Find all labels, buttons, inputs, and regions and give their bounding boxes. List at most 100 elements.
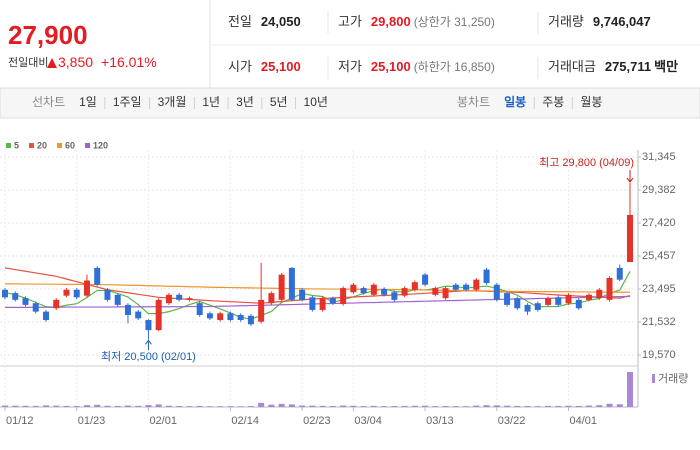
change-amount: 3,850 — [58, 54, 93, 70]
tab[interactable]: 1일 — [79, 95, 97, 109]
x-tick-label: 02/14 — [231, 415, 259, 427]
stat: 거래량 9,746,047 — [548, 14, 651, 29]
legend-swatch — [6, 143, 11, 148]
volume-bar — [53, 405, 60, 407]
volume-bar — [124, 405, 131, 407]
candle-body — [155, 299, 162, 331]
tab[interactable]: 주봉 — [542, 95, 564, 109]
tab[interactable]: 1년 — [202, 95, 220, 109]
volume-bar — [155, 404, 162, 407]
candle-body — [381, 288, 388, 295]
legend-label: 120 — [93, 140, 108, 150]
volume-bar — [360, 406, 367, 407]
x-tick-label: 04/01 — [570, 415, 598, 427]
tab[interactable]: 일봉 — [504, 95, 526, 109]
candle-body — [534, 303, 541, 310]
tab[interactable]: 3년 — [236, 95, 254, 109]
candle-body — [493, 284, 500, 300]
tab[interactable]: 3개월 — [158, 95, 187, 109]
candle-body — [22, 298, 29, 305]
tab[interactable]: 10년 — [304, 95, 328, 109]
candle-body — [237, 314, 244, 321]
x-tick-label: 01/23 — [78, 415, 106, 427]
high-arrowhead — [626, 177, 634, 183]
stat-unit: 백만 — [654, 59, 678, 74]
candle-body — [422, 274, 429, 285]
candle-body — [176, 294, 183, 300]
candle-body — [32, 303, 39, 312]
volume-bar — [73, 405, 80, 407]
tab[interactable]: 월봉 — [580, 95, 602, 109]
volume-bar — [22, 405, 29, 407]
volume-bar — [42, 405, 49, 407]
legend-label: 5 — [14, 140, 19, 150]
candle-body — [452, 284, 459, 290]
legend-label: 20 — [37, 140, 47, 150]
candle-body — [463, 284, 470, 290]
volume-bar — [135, 405, 142, 407]
tab-bar — [0, 87, 700, 119]
x-tick-label: 02/01 — [149, 415, 177, 427]
x-tick-label: 03/22 — [498, 415, 526, 427]
volume-bar — [247, 406, 254, 407]
low-arrowhead — [145, 339, 152, 345]
volume-bar — [278, 403, 285, 407]
volume-bar — [83, 405, 90, 407]
volume-bar — [493, 405, 500, 407]
stat-value: 29,800 — [371, 14, 411, 29]
y-tick-label: 27,420 — [642, 217, 676, 229]
volume-bar — [473, 405, 480, 407]
volume-bar — [627, 372, 633, 407]
volume-bar — [329, 406, 336, 407]
volume-bar — [411, 405, 418, 407]
candle-body — [114, 294, 121, 305]
change: 3,850 +16.01% — [58, 54, 157, 70]
volume-bar — [442, 405, 449, 407]
volume-bar — [217, 406, 224, 407]
volume-bar — [319, 405, 326, 407]
x-tick-label: 03/13 — [426, 415, 454, 427]
stat-label: 거래대금 — [548, 59, 596, 74]
candle-body — [586, 294, 593, 300]
low-annotation: 최저 20,500 (02/01) — [101, 350, 196, 363]
volume-bar — [196, 405, 203, 407]
candle-body — [524, 304, 531, 312]
candle-body — [401, 288, 408, 296]
candle-body — [442, 288, 449, 299]
volume-bar — [514, 405, 521, 407]
volume-bar — [401, 405, 408, 407]
stat-label: 거래량 — [548, 14, 584, 29]
stat-extra: (하한가 16,850) — [414, 60, 495, 74]
tab[interactable]: 1주일 — [113, 95, 142, 109]
legend-swatch — [29, 143, 35, 148]
volume-legend-label: 거래량 — [658, 372, 688, 385]
volume-bar — [586, 405, 593, 407]
tab[interactable]: 5년 — [270, 95, 288, 109]
volume-bar — [432, 406, 439, 407]
volume-bar — [12, 405, 19, 407]
volume-bar — [575, 405, 582, 407]
stat: 전일 24,050 — [228, 14, 301, 29]
candle-body — [288, 267, 295, 300]
candle-body — [217, 313, 224, 321]
stat-label: 저가 — [338, 59, 362, 74]
stat-label: 전일 — [228, 14, 252, 29]
candle-body — [616, 267, 623, 280]
candle-body — [145, 320, 152, 331]
volume-bar — [237, 406, 244, 407]
stat-value: 24,050 — [261, 14, 301, 29]
candle-body — [565, 294, 572, 304]
volume-bar — [565, 405, 572, 407]
volume-bar — [391, 405, 398, 407]
candle-body — [329, 298, 336, 304]
volume-bar — [258, 402, 265, 407]
candle-body — [135, 311, 142, 319]
volume-bar — [165, 405, 172, 407]
stat: 거래대금 275,711 백만 — [548, 59, 678, 74]
volume-bar — [145, 404, 152, 407]
volume-bar — [32, 405, 39, 407]
volume-bar — [606, 403, 613, 407]
volume-bar — [299, 405, 306, 407]
